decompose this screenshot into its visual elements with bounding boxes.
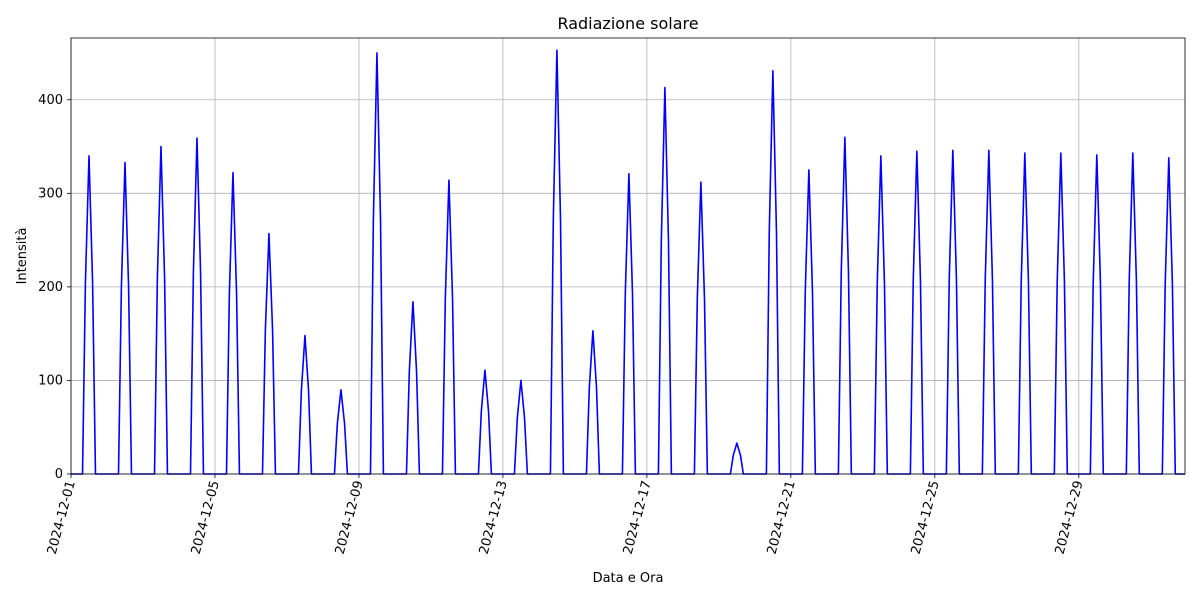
y-tick-label: 300 [38, 186, 63, 201]
y-tick-label: 100 [38, 373, 63, 388]
data-line [71, 49, 1185, 475]
y-axis-label: Intensità [15, 228, 30, 285]
x-tick-label: 2024-12-13 [477, 479, 511, 556]
x-tick-label: 2024-12-01 [45, 479, 79, 556]
x-tick-label: 2024-12-29 [1053, 479, 1087, 556]
x-tick-label: 2024-12-25 [909, 479, 943, 556]
x-tick-label: 2024-12-21 [765, 479, 799, 556]
x-tick-label: 2024-12-09 [333, 479, 367, 556]
chart-title: Radiazione solare [557, 14, 698, 33]
x-tick-label: 2024-12-05 [189, 479, 223, 556]
plot-frame [70, 37, 1186, 475]
y-tick-label: 200 [38, 280, 63, 295]
x-tick-label: 2024-12-17 [621, 479, 655, 556]
y-tick-label: 0 [55, 467, 63, 482]
y-tick-label: 400 [38, 93, 63, 108]
x-axis-label: Data e Ora [593, 571, 664, 586]
